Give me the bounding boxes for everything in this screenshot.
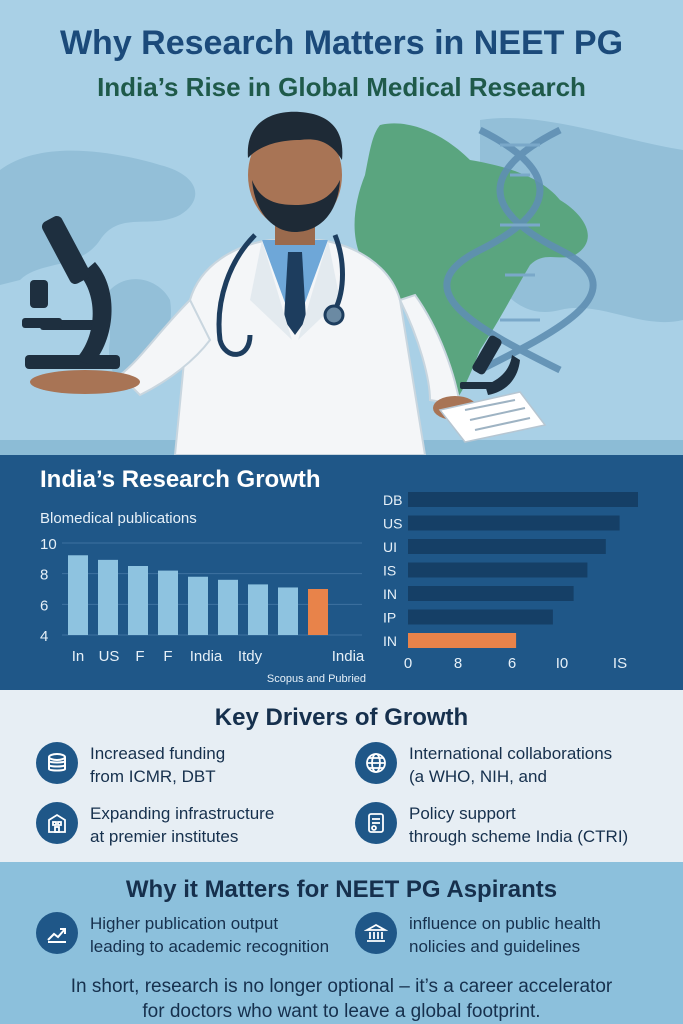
hbar (408, 492, 638, 507)
hbar-x-tick: 8 (454, 655, 462, 672)
bar (128, 566, 148, 635)
y-tick-label: 6 (40, 597, 48, 614)
microscope-icon (22, 216, 120, 369)
tie-icon (284, 252, 306, 335)
x-tick-label: F (163, 648, 172, 665)
doctor-beard (252, 180, 340, 232)
hbar-x-tick: IS (613, 655, 627, 672)
bar (188, 576, 208, 635)
driver-line: from ICMR, DBT (90, 767, 216, 786)
hbar-x-tick: 0 (404, 655, 412, 672)
hbar-label: DB (383, 492, 402, 508)
driver-line: Policy support (409, 804, 516, 823)
driver-line: through scheme India (CTRI) (409, 827, 629, 846)
driver-item-funding: Increased funding from ICMR, DBT (36, 742, 225, 788)
stethoscope-icon (216, 233, 257, 357)
x-tick-label: India (332, 648, 365, 665)
driver-line: International collaborations (409, 744, 613, 763)
x-tick-label: F (135, 648, 144, 665)
hero-section: Why Research Matters in NEET PG India’s … (0, 0, 683, 455)
y-tick-label: 10 (40, 536, 57, 553)
matters-heading: Why it Matters for NEET PG Aspirants (125, 876, 558, 903)
bar (218, 579, 238, 635)
y-tick-label: 8 (40, 567, 48, 584)
document-icon (355, 802, 397, 844)
page-title: Why Research Matters in NEET PG (59, 24, 624, 62)
x-tick-label: US (99, 648, 120, 665)
x-tick-label: In (72, 648, 85, 665)
conclusion-text: In short, research is no longer optional… (0, 974, 683, 1024)
bar (68, 555, 88, 635)
hbar (408, 609, 553, 625)
page-subtitle: India’s Rise in Global Medical Research (97, 72, 586, 102)
x-tick-label: Itdy (238, 648, 263, 665)
driver-line: Expanding infrastructure (90, 804, 275, 823)
small-microscope-icon (460, 335, 520, 395)
world-map-left (0, 150, 196, 285)
chart-source: Scopus and Pubried (267, 673, 366, 685)
driver-item-policy: Policy support through scheme India (CTR… (355, 802, 628, 848)
papers-icon (438, 391, 547, 443)
hbar-label: IN (383, 586, 397, 602)
bar (248, 584, 268, 635)
growth-charts: 10 8 6 4 In US F F India Itdy India Scopus and Pubr… (40, 492, 638, 685)
coins-icon (36, 742, 78, 784)
conclusion-line: for doctors who want to leave a global f… (142, 1001, 541, 1022)
dna-helix-icon (443, 126, 597, 374)
y-tick-label: 4 (40, 628, 48, 645)
drivers-heading: Key Drivers of Growth (214, 704, 469, 731)
india-map (354, 123, 588, 406)
hbar-label: IS (383, 563, 396, 579)
x-tick-label: India (190, 648, 223, 665)
hbar (408, 515, 620, 531)
matters-line: leading to academic recognition (90, 937, 330, 956)
driver-item-collaborations: International collaborations (a WHO, NIH… (355, 742, 612, 788)
why-it-matters-section: Why it Matters for NEET PG Aspirants Hig… (0, 862, 683, 1024)
hbar (408, 633, 517, 648)
matters-item-public-health: influence on public health nolicies and … (355, 912, 601, 958)
key-drivers-section: Key Drivers of Growth Increased funding … (0, 690, 683, 862)
research-growth-section: India’s Research Growth Blomedical publi… (0, 455, 683, 690)
hbar-label: US (383, 516, 402, 532)
hero-illustration (0, 111, 683, 455)
growth-subtitle: Blomedical publications (40, 510, 197, 527)
hbar (408, 539, 606, 554)
bar (98, 559, 118, 635)
hbar-label: UI (383, 539, 397, 555)
building-icon (36, 802, 78, 844)
hbar-x-tick: I0 (556, 655, 569, 672)
globe-icon (355, 742, 397, 784)
bar (158, 570, 178, 635)
growth-title: India’s Research Growth (40, 466, 321, 493)
hbar-x-tick: 6 (508, 655, 516, 672)
hbar-label: IN (383, 633, 397, 649)
matters-line: influence on public health (409, 914, 601, 933)
trend-up-icon (36, 912, 78, 954)
conclusion-line: In short, research is no longer optional… (70, 976, 613, 997)
driver-line: (a WHO, NIH, and (409, 767, 547, 786)
government-icon (355, 912, 397, 954)
matters-line: nolicies and guidelines (409, 937, 581, 956)
hbar-label: IP (383, 610, 396, 626)
driver-line: Increased funding (90, 744, 226, 763)
driver-line: at premier institutes (90, 827, 239, 846)
driver-item-infrastructure: Expanding infrastructure at premier inst… (36, 802, 274, 848)
hbar (408, 586, 574, 601)
bar (308, 589, 328, 635)
matters-item-publication: Higher publication output leading to aca… (36, 912, 329, 958)
bar (278, 587, 298, 635)
matters-line: Higher publication output (90, 914, 279, 933)
hbar (408, 562, 588, 578)
